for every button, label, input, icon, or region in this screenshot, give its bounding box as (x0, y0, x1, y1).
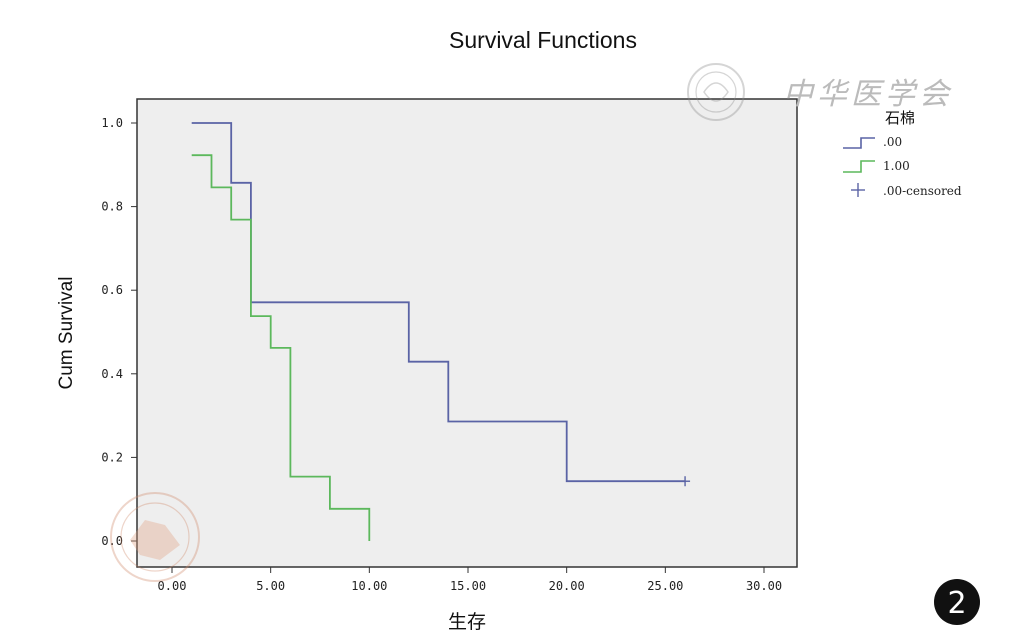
legend-label-series-1: 1.00 (883, 159, 910, 173)
x-tick-label: 30.00 (746, 579, 782, 593)
legend-label-series-0: .00 (883, 135, 902, 149)
legend-label-censored: .00-censored (883, 184, 962, 198)
y-axis-label: Cum Survival (56, 277, 77, 390)
censored-marker (680, 476, 691, 487)
series-line-1 (191, 154, 371, 541)
x-axis-ticks: 0.00 5.00 10.00 15.00 20.00 25.00 30.00 (158, 567, 782, 593)
legend-swatch-series-1 (843, 160, 875, 173)
legend-title: 石棉 (885, 109, 915, 127)
y-tick-label: 0.4 (101, 367, 123, 381)
chart-title: Survival Functions (449, 27, 637, 53)
legend-swatch-censored (851, 183, 865, 197)
watermark-seal-top (687, 63, 745, 121)
y-tick-label: 0.6 (101, 283, 123, 297)
legend: 石棉 .00 1.00 .00-censored (843, 109, 962, 198)
x-tick-label: 20.00 (549, 579, 585, 593)
watermark-seal-bottom (110, 492, 200, 582)
x-tick-label: 10.00 (351, 579, 387, 593)
y-axis-ticks: 0.0 0.2 0.4 0.6 0.8 1.0 (101, 116, 137, 548)
x-tick-label: 0.00 (158, 579, 187, 593)
legend-swatch-series-0 (843, 137, 875, 149)
x-tick-label: 5.00 (256, 579, 285, 593)
series-line-0 (191, 122, 686, 483)
watermark-text: 中华医学会 (783, 77, 953, 112)
y-tick-label: 0.0 (101, 534, 123, 548)
y-tick-label: 1.0 (101, 116, 123, 130)
y-tick-label: 0.8 (101, 200, 123, 214)
figure-number-text: 2 (947, 586, 966, 621)
x-tick-label: 25.00 (647, 579, 683, 593)
figure-number-badge: 2 (934, 579, 980, 625)
x-tick-label: 15.00 (450, 579, 486, 593)
x-axis-label: 生存 (448, 611, 486, 633)
series-layer (191, 122, 691, 541)
plot-area (136, 98, 798, 568)
y-tick-label: 0.2 (101, 450, 123, 464)
